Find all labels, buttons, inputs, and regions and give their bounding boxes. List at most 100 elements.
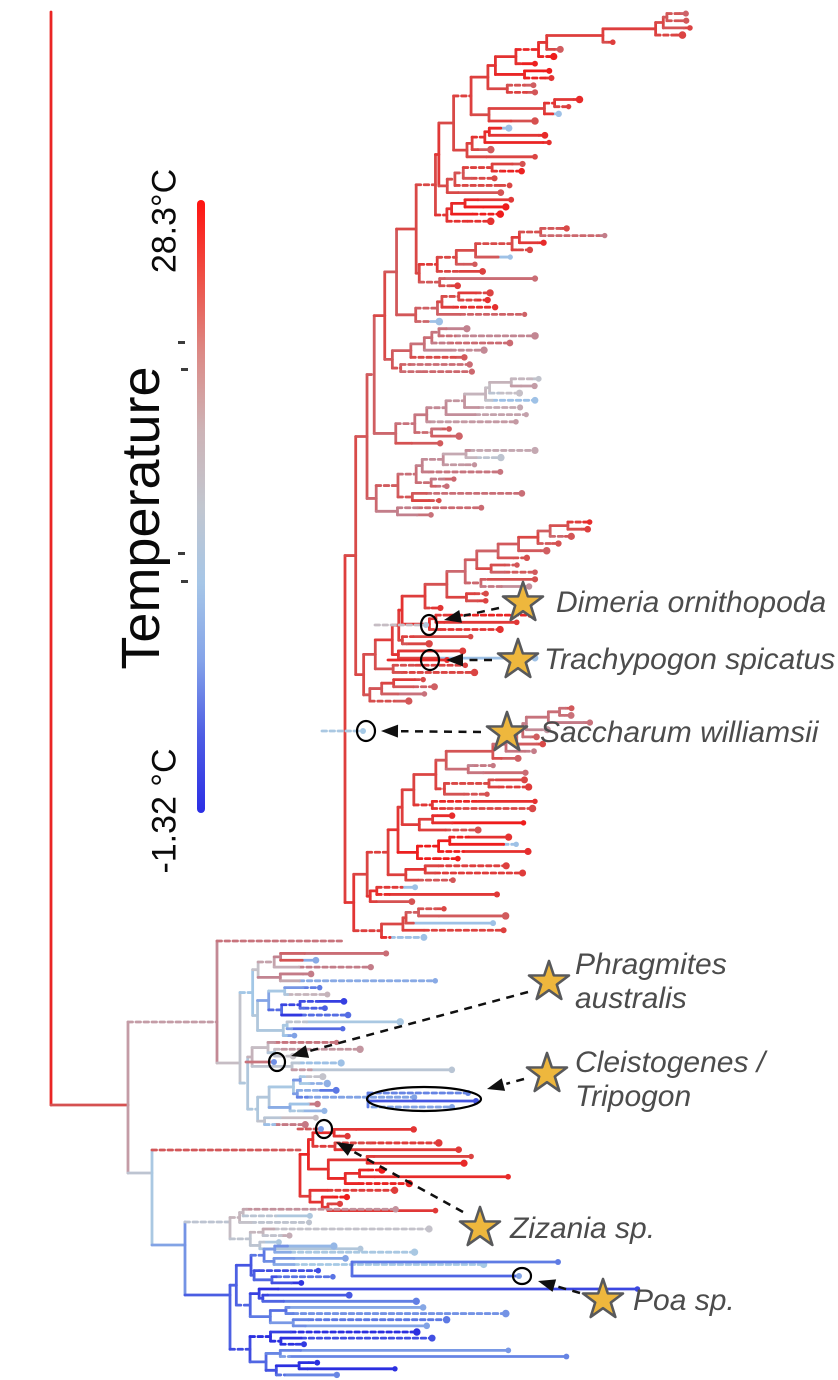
tree-tip-dot	[330, 1273, 336, 1280]
star-icon	[485, 710, 529, 752]
tree-tip-dot	[356, 1045, 364, 1053]
tree-tip-dot	[683, 17, 690, 24]
tree-tip-dot	[484, 791, 490, 797]
tree-tip-dot	[678, 31, 687, 39]
tree-tip-dot	[411, 1094, 418, 1101]
tree-tip-dot	[563, 1353, 570, 1360]
tree-tip-dot	[546, 139, 552, 146]
tree-tip-dot	[392, 1366, 398, 1372]
annotation-arrowhead	[538, 1279, 557, 1292]
tree-tip-dot	[482, 590, 489, 597]
tree-tip-dot	[360, 728, 366, 734]
tree-tip-dot	[491, 175, 498, 182]
tree-tip-dot	[367, 963, 374, 971]
tree-tip-dot	[513, 619, 520, 626]
tree-tip-dot	[435, 317, 444, 326]
tree-tip-dot	[396, 1018, 404, 1026]
tree-tip-dot	[461, 354, 468, 361]
tree-tip-dot	[324, 991, 331, 998]
tree-tip-dot	[513, 418, 519, 425]
tree-tip-dot	[448, 812, 456, 819]
tree-tip-dot	[410, 1248, 419, 1256]
tree-tip-dot	[531, 332, 539, 340]
tree-tip-dot	[505, 124, 513, 132]
star-icon	[525, 1051, 569, 1093]
tree-tip-dot	[321, 1005, 328, 1012]
star-icon	[496, 637, 540, 679]
highlight-circle	[314, 1118, 334, 1140]
tree-tip-dot	[496, 210, 505, 218]
tree-tip-dot	[531, 275, 539, 282]
tree-tip-dot	[518, 167, 525, 175]
tree-tip-dot	[432, 1207, 439, 1214]
tree-tip-dot	[531, 576, 539, 583]
tree-tip-dot	[428, 1334, 436, 1342]
tree-tip-dot	[523, 554, 531, 562]
tree-tip-dot	[428, 512, 434, 518]
tree-tip-dot	[531, 446, 539, 455]
tree-tip-dot	[540, 239, 547, 246]
tree-tip-dot	[423, 1322, 431, 1330]
tree-tip-dot	[340, 1026, 346, 1032]
annotation-arrow	[505, 1077, 525, 1085]
tree-tip-dot	[448, 1066, 456, 1074]
tree-tip-dot	[586, 519, 593, 525]
tree-tip-dot	[507, 254, 513, 260]
tree-tip-dot	[532, 798, 538, 805]
tree-tip-dot	[506, 182, 513, 189]
tree-tip-dot	[436, 497, 442, 504]
legend-tick-mark	[181, 368, 188, 371]
tree-tip-dot	[531, 748, 537, 755]
tree-tip-dot	[516, 389, 524, 397]
temperature-colorbar	[197, 200, 205, 813]
tree-tip-dot	[555, 540, 562, 547]
tree-tip-dot	[516, 1273, 522, 1279]
tree-tip-dot	[316, 984, 323, 991]
legend-title: Temperature	[111, 366, 171, 670]
annotation-arrow	[463, 606, 500, 617]
tree-tip-dot	[298, 1279, 305, 1286]
tree-tip-dot	[486, 289, 494, 297]
tree-tip-dot	[450, 877, 456, 884]
tree-tip-dot	[412, 884, 419, 891]
tree-tip-dot	[584, 525, 592, 533]
tree-tip-dot	[531, 117, 539, 125]
tree-tip-dot	[271, 1059, 277, 1065]
tree-tip-dot	[460, 1159, 468, 1167]
tree-tip-dot	[522, 311, 528, 317]
tree-tip-dot	[336, 1200, 344, 1207]
tree-tip-dot	[517, 404, 524, 411]
tree-tip-dot	[319, 1073, 327, 1081]
tree-tip-dot	[451, 476, 457, 482]
tree-tip-dot	[575, 95, 584, 104]
tree-tip-dot	[420, 933, 428, 941]
tree-tip-dot	[524, 847, 532, 856]
tree-tip-dot	[555, 110, 562, 118]
tree-tip-dot	[337, 1059, 345, 1067]
highlight-circle	[355, 719, 377, 743]
tree-tip-dot	[491, 304, 499, 311]
tree-tip-dot	[468, 368, 475, 375]
tree-tip-dot	[315, 1267, 322, 1274]
tree-tip-dot	[463, 325, 471, 333]
tree-tip-dot	[533, 733, 540, 741]
tree-tip-dot	[480, 346, 488, 354]
tree-tip-dot	[502, 203, 510, 211]
tree-tip-dot	[345, 1291, 353, 1299]
annotation-arrow	[556, 1285, 581, 1295]
legend-tick-mark	[181, 580, 188, 583]
tree-tip-dot	[455, 432, 463, 440]
tree-tip-dot	[412, 1297, 420, 1305]
tree-tip-dot	[286, 1232, 293, 1239]
star-icon	[501, 580, 545, 622]
tree-tip-dot	[312, 956, 320, 964]
tree-tip-dot	[532, 569, 538, 576]
tree-tip-dot	[471, 462, 478, 468]
tree-tip-dot	[436, 440, 444, 447]
tree-tip-dot	[455, 1146, 462, 1154]
tree-tip-dot	[490, 920, 497, 927]
tree-tip-dot	[513, 841, 519, 848]
tree-tip-dot	[566, 104, 572, 110]
tree-tip-dot	[275, 1239, 282, 1246]
tree-tip-dot	[490, 762, 496, 769]
